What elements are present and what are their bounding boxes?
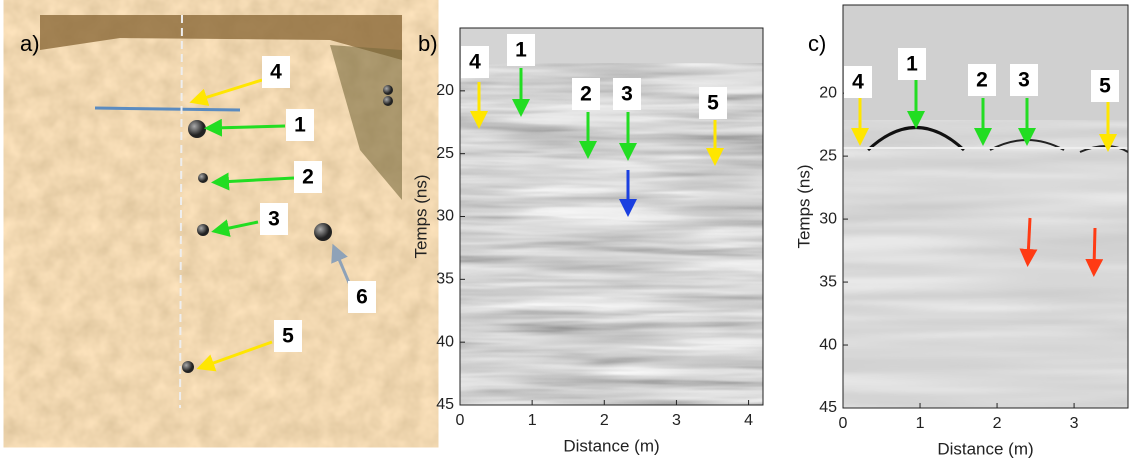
marker-label: 5 (1099, 75, 1111, 98)
arrow (331, 243, 352, 286)
photo (40, 14, 402, 409)
y-tick-label: 45 (819, 399, 837, 416)
marker-label: 5 (282, 325, 294, 348)
y-axis-label: Temps (ns) (411, 174, 430, 258)
marker-label: 1 (906, 53, 918, 76)
y-tick-label: 30 (819, 210, 837, 227)
x-tick-label: 4 (744, 412, 753, 429)
direct-wave (460, 28, 763, 63)
x-tick-label: 3 (1070, 415, 1079, 432)
marker-label: 4 (852, 71, 864, 94)
marker-box (262, 56, 290, 88)
y-tick-label: 35 (819, 273, 837, 290)
marker-label: 2 (580, 83, 592, 106)
x-axis-label: Distance (m) (937, 439, 1033, 458)
arrow (1085, 227, 1104, 277)
x-tick-label: 3 (672, 412, 681, 429)
y-tick-label: 35 (436, 271, 454, 288)
ball (197, 224, 209, 236)
marker-label: 4 (270, 61, 282, 84)
marker-box (968, 64, 996, 96)
arrow (211, 219, 259, 237)
y-tick-label: 40 (436, 333, 454, 350)
arrow (211, 172, 295, 191)
marker-label: 3 (1018, 69, 1030, 92)
marker-box (274, 320, 302, 352)
ball (198, 173, 208, 183)
panel-label: a) (20, 31, 40, 56)
marker-box (286, 109, 314, 141)
pit-wall (330, 45, 402, 200)
y-tick-label: 30 (436, 208, 454, 225)
tape (94, 106, 241, 112)
marker-box (1091, 70, 1119, 102)
marker-label: 4 (469, 51, 481, 74)
y-tick-label: 25 (819, 147, 837, 164)
profile-line (179, 14, 183, 409)
marker-label: 3 (268, 208, 280, 231)
panel-label: c) (808, 31, 826, 56)
arrow (1019, 217, 1038, 267)
marker-box (348, 281, 376, 313)
direct-wave (843, 5, 1128, 120)
arrow (196, 340, 273, 372)
plot-frame (842, 4, 1129, 409)
y-axis-label: Temps (ns) (794, 164, 813, 248)
panel: a) 4 1 23 6 5 (20, 31, 376, 372)
ball (182, 361, 194, 373)
marker-label: 2 (976, 69, 988, 92)
radargram-texture (460, 28, 763, 405)
marker-box (294, 161, 322, 193)
marker-label: 3 (621, 83, 633, 106)
x-tick-label: 2 (993, 415, 1002, 432)
marker-box (507, 34, 535, 66)
x-tick-label: 0 (456, 412, 465, 429)
arrow (204, 118, 286, 137)
y-tick-label: 45 (436, 396, 454, 413)
marker-box (260, 203, 288, 235)
marker-box (461, 46, 489, 78)
marker-box (898, 48, 926, 80)
x-axis-label: Distance (m) (563, 436, 659, 455)
y-tick-label: 25 (436, 145, 454, 162)
marker-label: 1 (294, 114, 306, 137)
ball (383, 85, 393, 95)
marker-box (613, 78, 641, 110)
x-tick-label: 1 (528, 412, 537, 429)
x-tick-label: 2 (600, 412, 609, 429)
pit-edge (40, 15, 402, 60)
y-tick-label: 20 (819, 84, 837, 101)
marker-box (1010, 64, 1038, 96)
ball (314, 223, 332, 241)
marker-box (699, 87, 727, 119)
marker-label: 2 (302, 166, 314, 189)
y-tick-label: 20 (436, 82, 454, 99)
x-tick-label: 1 (916, 415, 925, 432)
ball (383, 96, 393, 106)
panel-label: b) (418, 31, 438, 56)
ball (188, 120, 206, 138)
arrow (189, 78, 263, 106)
marker-label: 1 (515, 39, 527, 62)
x-tick-label: 0 (839, 415, 848, 432)
marker-box (844, 66, 872, 98)
y-tick-label: 40 (819, 336, 837, 353)
marker-label: 5 (707, 92, 719, 115)
marker-label: 6 (356, 286, 368, 309)
marker-box (572, 78, 600, 110)
